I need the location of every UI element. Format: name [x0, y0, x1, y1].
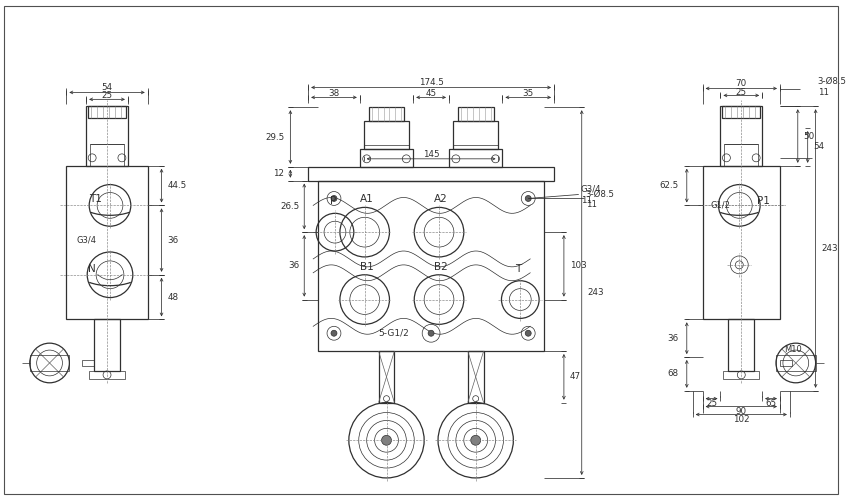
Text: M10: M10 [784, 344, 802, 354]
Text: A2: A2 [434, 194, 448, 204]
Text: 36: 36 [288, 262, 299, 270]
Text: T: T [515, 264, 521, 274]
Circle shape [331, 196, 337, 202]
Bar [90, 144, 124, 166]
Bar [369, 108, 405, 121]
Text: 11: 11 [818, 88, 829, 98]
Bar [360, 149, 413, 167]
Text: 3-Ø8.5: 3-Ø8.5 [818, 76, 847, 86]
Bar [723, 371, 759, 379]
Bar [722, 106, 760, 118]
Text: 103: 103 [570, 262, 586, 270]
Bar [728, 320, 754, 371]
Bar [94, 320, 120, 371]
Text: 68: 68 [668, 370, 679, 378]
Bar [89, 371, 125, 379]
Text: A1: A1 [360, 194, 373, 204]
Text: 35: 35 [523, 89, 534, 98]
Text: G1/2: G1/2 [711, 201, 730, 210]
Text: T1: T1 [88, 194, 102, 204]
Text: P1: P1 [757, 196, 770, 206]
Text: B1: B1 [360, 262, 373, 272]
Text: 36: 36 [167, 236, 178, 244]
Text: 90: 90 [736, 407, 747, 416]
Text: G3/4: G3/4 [76, 236, 96, 244]
Bar [364, 121, 410, 149]
Bar [30, 355, 70, 371]
Text: 45: 45 [426, 89, 437, 98]
Text: 25: 25 [101, 91, 112, 100]
Text: 3-Ø8.5: 3-Ø8.5 [586, 190, 615, 199]
Circle shape [471, 436, 480, 445]
Text: 44.5: 44.5 [167, 181, 187, 190]
Bar [378, 351, 394, 403]
Bar [88, 106, 126, 118]
Text: B2: B2 [434, 262, 448, 272]
Bar [780, 360, 792, 366]
Text: 36: 36 [668, 334, 679, 342]
Bar [309, 167, 554, 180]
Bar [318, 180, 544, 351]
Text: 62.5: 62.5 [660, 181, 679, 190]
Circle shape [428, 330, 434, 336]
Text: 12: 12 [274, 169, 285, 178]
Bar [721, 106, 762, 166]
Text: 11: 11 [586, 200, 597, 209]
Text: 70: 70 [735, 79, 747, 88]
Bar [458, 108, 494, 121]
Text: 174.5: 174.5 [419, 78, 444, 87]
Text: 102: 102 [733, 415, 750, 424]
Bar [66, 166, 148, 320]
Bar [453, 121, 498, 149]
Text: 65: 65 [766, 399, 777, 408]
Bar [449, 149, 502, 167]
Text: 26.5: 26.5 [280, 202, 299, 211]
Bar [468, 351, 484, 403]
Text: 54: 54 [813, 142, 824, 152]
Bar [82, 360, 94, 366]
Text: 243: 243 [822, 244, 838, 253]
Circle shape [525, 196, 531, 202]
Circle shape [382, 436, 392, 445]
Text: 11: 11 [581, 196, 592, 205]
Circle shape [331, 330, 337, 336]
Circle shape [525, 330, 531, 336]
Text: 25: 25 [736, 88, 747, 97]
Text: 48: 48 [167, 292, 178, 302]
Text: 47: 47 [570, 372, 581, 382]
Bar [776, 355, 816, 371]
Text: 29.5: 29.5 [265, 132, 285, 141]
Bar [86, 106, 128, 166]
Text: 38: 38 [328, 89, 340, 98]
Text: N: N [88, 264, 96, 274]
Text: 5-G1/2: 5-G1/2 [378, 328, 409, 338]
Text: 145: 145 [422, 150, 439, 160]
Text: 50: 50 [804, 132, 815, 140]
Text: 54: 54 [101, 83, 112, 92]
Text: P: P [330, 196, 336, 206]
Bar [703, 166, 780, 320]
Bar [724, 144, 758, 166]
Text: G3/4: G3/4 [581, 184, 601, 193]
Text: 243: 243 [587, 288, 604, 297]
Text: 25: 25 [706, 399, 717, 408]
